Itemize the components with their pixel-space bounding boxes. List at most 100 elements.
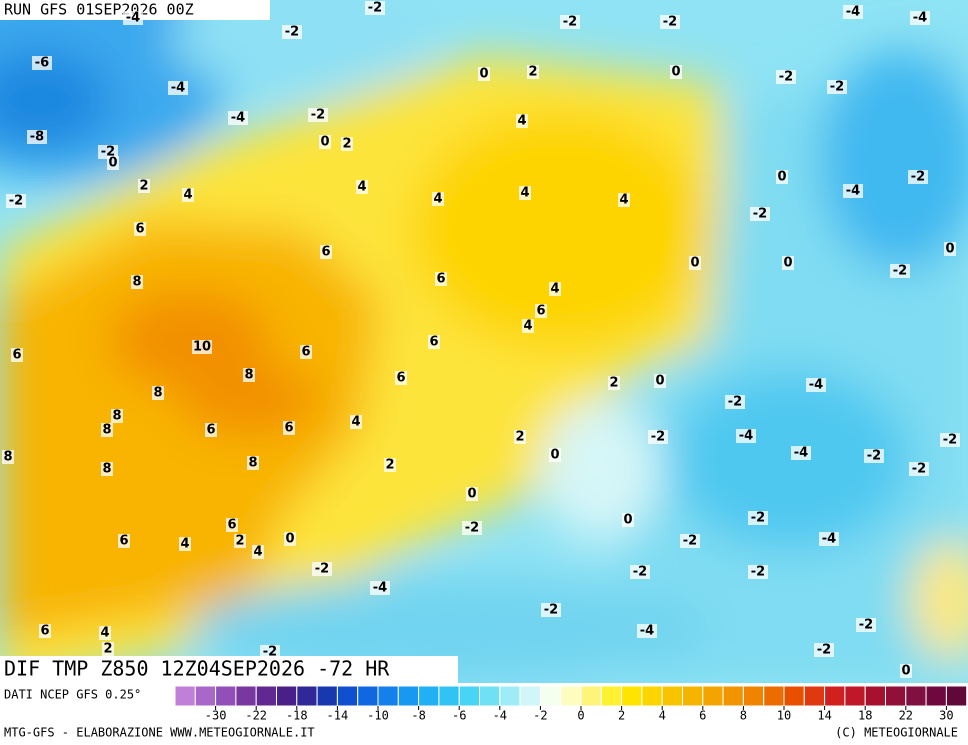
contour-label: 4 <box>520 186 529 201</box>
contour-label: 8 <box>102 462 111 477</box>
contour-label: 8 <box>112 409 121 424</box>
label-bg <box>900 664 912 678</box>
contour-label: 0 <box>690 256 699 271</box>
label-bg <box>660 15 680 29</box>
colorbar-box <box>702 685 724 707</box>
colorbar-tick-label: 6 <box>699 709 706 723</box>
label-bg <box>2 450 14 464</box>
colorbar-box <box>945 685 968 707</box>
label-bg <box>843 5 863 19</box>
label-bg <box>630 565 650 579</box>
colorbar-box <box>357 685 379 707</box>
contour-label: -2 <box>311 108 325 123</box>
colorbar-tick-label: -30 <box>205 709 227 723</box>
colorbar-tick-label: -8 <box>411 709 425 723</box>
contour-label: -2 <box>315 562 329 577</box>
contour-label: 2 <box>139 179 148 194</box>
colorbar-box <box>661 685 684 707</box>
label-bg <box>395 371 407 385</box>
contour-label: 8 <box>244 368 253 383</box>
contour-label: -2 <box>101 145 115 160</box>
label-bg <box>192 340 212 354</box>
label-bg <box>516 114 528 128</box>
label-bg <box>522 319 534 333</box>
colorbar-box <box>600 685 623 707</box>
label-bg <box>618 193 630 207</box>
label-bg <box>226 518 238 532</box>
label-bg <box>39 624 51 638</box>
contour-label: 6 <box>284 421 293 436</box>
colorbar-tick-label: 10 <box>777 709 791 723</box>
contour-label: -2 <box>285 25 299 40</box>
colorbar-tick-label: 18 <box>858 709 872 723</box>
contour-label: -2 <box>683 534 697 549</box>
label-bg <box>670 65 682 79</box>
label-bg <box>689 256 701 270</box>
label-bg <box>466 487 478 501</box>
contour-label: -2 <box>663 15 677 30</box>
contour-label: 8 <box>153 386 162 401</box>
label-bg <box>252 545 264 559</box>
colorbar-tick-label: -2 <box>533 709 547 723</box>
contour-label: 4 <box>550 282 559 297</box>
contour-label: -2 <box>633 565 647 580</box>
contour-label: -2 <box>859 618 873 633</box>
contour-label: 8 <box>3 450 12 465</box>
contour-label: -4 <box>739 429 753 444</box>
contour-label: -8 <box>30 130 44 145</box>
label-bg <box>535 304 547 318</box>
colorbar-box <box>418 685 440 707</box>
contour-label: 10 <box>193 340 211 355</box>
colorbar-tick-label: -6 <box>452 709 466 723</box>
contour-label: -2 <box>943 433 957 448</box>
colorbar-box <box>499 685 521 707</box>
colorbar-tick-label: -10 <box>367 709 389 723</box>
contour-label: -6 <box>35 56 49 71</box>
contour-label: 8 <box>102 423 111 438</box>
contour-label: 0 <box>550 448 559 463</box>
label-bg <box>243 368 255 382</box>
label-bg <box>549 448 561 462</box>
label-bg <box>843 184 863 198</box>
colorbar-tick-label: 8 <box>740 709 747 723</box>
colorbar-box <box>215 685 237 707</box>
colorbar-box <box>905 685 927 707</box>
colorbar-box <box>844 685 866 707</box>
label-bg <box>370 581 390 595</box>
contour-label: 4 <box>180 537 189 552</box>
contour-label: 8 <box>248 456 257 471</box>
label-bg <box>320 245 332 259</box>
contour-label: -4 <box>913 11 927 26</box>
contour-label: -4 <box>171 81 185 96</box>
colorbar-box <box>641 685 663 707</box>
label-bg <box>365 1 385 15</box>
colorbar-box <box>194 685 217 707</box>
label-bg <box>725 395 745 409</box>
contour-label: 6 <box>321 245 330 260</box>
colorbar-tick-label: 30 <box>939 709 953 723</box>
label-bg <box>152 386 164 400</box>
label-bg <box>736 429 756 443</box>
contour-label: 6 <box>227 518 236 533</box>
colorbar-box <box>377 685 399 707</box>
label-bg <box>560 15 580 29</box>
contour-label: -2 <box>753 207 767 222</box>
label-bg <box>890 264 910 278</box>
label-bg <box>284 532 296 546</box>
contour-label: -4 <box>846 184 860 199</box>
colorbar-tick-label: -18 <box>286 709 308 723</box>
colorbar-box <box>742 685 765 707</box>
contour-label: -2 <box>9 194 23 209</box>
label-bg <box>478 67 490 81</box>
contour-label: 0 <box>108 156 117 171</box>
label-bg <box>864 449 884 463</box>
contour-label: 6 <box>119 534 128 549</box>
label-bg <box>782 256 794 270</box>
label-bg <box>944 242 956 256</box>
label-bg <box>910 11 930 25</box>
colorbar-box <box>621 685 643 707</box>
label-bg <box>519 186 531 200</box>
contour-label: 0 <box>320 135 329 150</box>
contour-label: 0 <box>623 513 632 528</box>
